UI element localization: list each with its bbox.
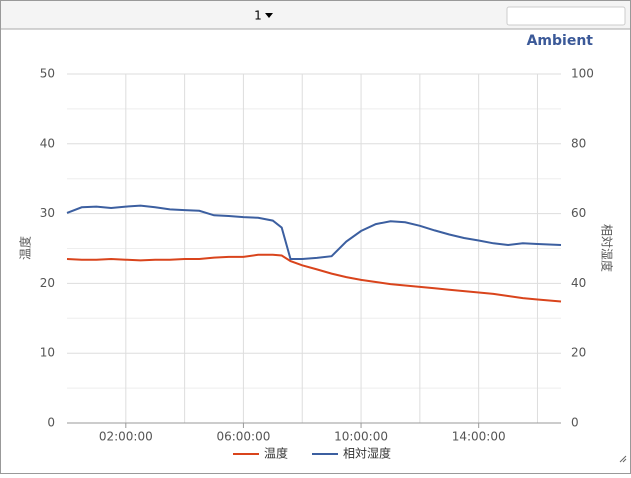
y-axis-label: 温度 [18,236,33,260]
resize-handle[interactable] [619,455,627,463]
y2-axis-label: 相対湿度 [600,224,615,272]
series-line [66,253,562,303]
x-tick-label: 10:00:00 [334,430,388,444]
y2-tick-label: 0 [571,416,579,430]
y-tick-label: 50 [40,67,55,81]
x-tick-label: 02:00:00 [99,430,153,444]
series-line [66,204,562,260]
search-input[interactable] [506,6,626,26]
y-tick-label: 40 [40,136,55,150]
y-tick-label: 0 [47,416,55,430]
y2-tick-label: 60 [571,206,586,220]
y2-tick-label: 100 [571,67,594,81]
x-tick-label: 06:00:00 [216,430,270,444]
y2-tick-label: 40 [571,276,586,290]
legend-label[interactable]: 相対湿度 [343,446,391,461]
legend-label[interactable]: 温度 [264,446,288,461]
y2-tick-label: 80 [571,136,586,150]
y-tick-label: 30 [40,206,55,220]
selector[interactable]: 1 [254,9,262,23]
y-tick-label: 10 [40,346,55,360]
y2-tick-label: 20 [571,346,586,360]
x-tick-label: 14:00:00 [452,430,506,444]
y-tick-label: 20 [40,276,55,290]
dropdown-arrow[interactable] [265,13,273,18]
chart-title: Ambient [527,33,594,49]
